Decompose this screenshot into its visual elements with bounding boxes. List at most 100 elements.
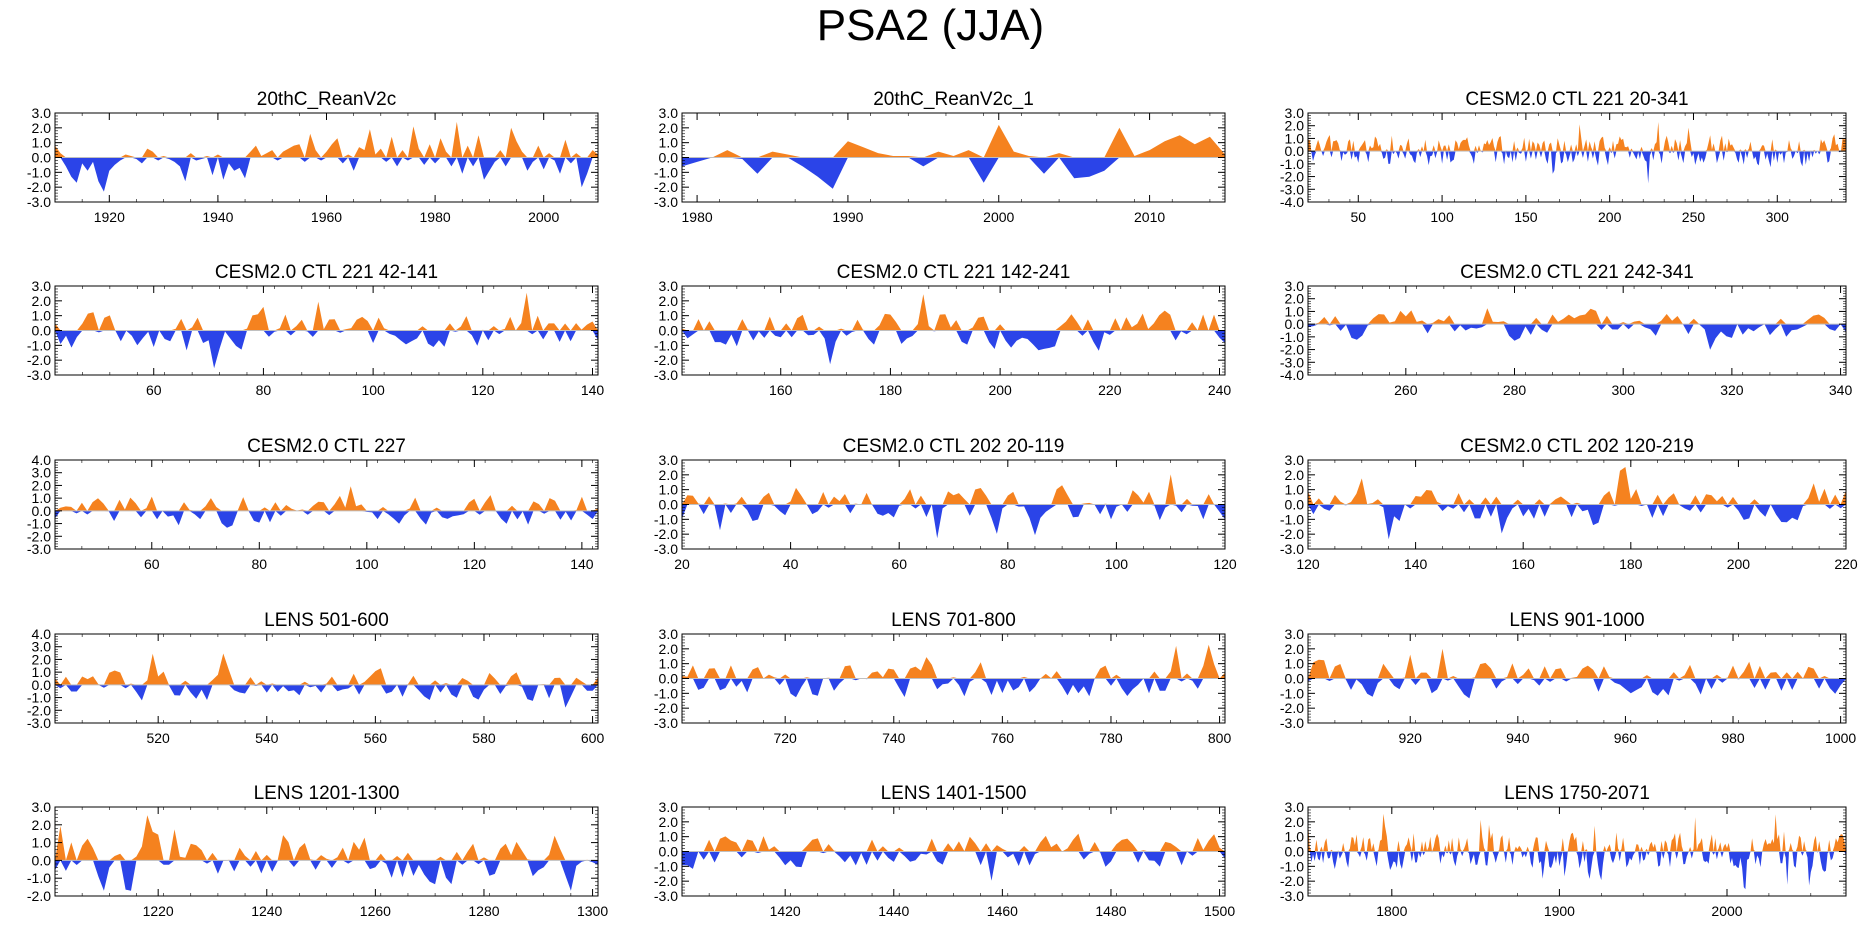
x-tick-label: 180 [879, 382, 903, 398]
negative-area [55, 330, 598, 369]
x-tick-label: 140 [570, 556, 594, 572]
y-tick-label: -2.0 [27, 352, 51, 368]
series-fill [55, 486, 598, 528]
y-tick-label: 2.0 [1285, 118, 1305, 134]
x-tick-label: 240 [1208, 382, 1232, 398]
y-tick-label: 1.0 [659, 482, 679, 498]
panel-10: LENS 501-600 -3.0-2.0-1.00.01.02.03.04.0 5… [27, 610, 605, 746]
x-tick-label: 80 [252, 556, 268, 572]
panel-11: LENS 701-800 -3.0-2.0-1.00.01.02.03.0 720 7… [654, 610, 1232, 746]
series-fill [1308, 813, 1846, 890]
y-tick-label: -1.0 [1280, 156, 1304, 172]
series-fill [682, 124, 1225, 189]
y-tick-label: 3.0 [32, 799, 52, 815]
y-tick-label: 2.0 [659, 467, 679, 483]
positive-area [1308, 648, 1846, 679]
x-tick-label: 1980 [682, 209, 713, 225]
y-tick-label: 2.0 [32, 477, 52, 493]
y-tick-label: -3.0 [27, 367, 51, 383]
y-tick-label: 1.0 [1285, 829, 1305, 845]
x-tick-label: 600 [581, 730, 605, 746]
x-tick-label: 1980 [420, 209, 451, 225]
series-fill [55, 121, 598, 192]
y-tick-label: 1.0 [659, 656, 679, 672]
x-tick-label: 1420 [770, 903, 801, 919]
y-tick-label: 3.0 [659, 105, 679, 121]
x-tick-label: 200 [1727, 556, 1751, 572]
y-tick-label: -2.0 [27, 702, 51, 718]
x-tick-label: 20 [674, 556, 690, 572]
x-tick-label: 320 [1720, 382, 1744, 398]
y-tick-label: 3.0 [1285, 452, 1305, 468]
y-tick-label: -3.0 [654, 194, 678, 210]
y-tick-label: -2.0 [1280, 169, 1304, 185]
y-tick-label: 2.0 [659, 293, 679, 309]
x-tick-label: 200 [1598, 209, 1622, 225]
negative-area [1308, 504, 1846, 540]
x-tick-label: 1960 [311, 209, 342, 225]
y-tick-label: 2.0 [1285, 814, 1305, 830]
x-tick-label: 300 [1766, 209, 1790, 225]
panel-title: LENS 1750-2071 [1504, 783, 1650, 804]
y-tick-label: 2.0 [659, 120, 679, 136]
y-tick-label: 2.0 [659, 814, 679, 830]
positive-area [55, 292, 598, 331]
x-tick-label: 540 [255, 730, 279, 746]
x-tick-label: 1940 [202, 209, 233, 225]
y-tick-label: 3.0 [1285, 799, 1305, 815]
x-tick-label: 100 [361, 382, 385, 398]
panel-15: LENS 1750-2071 -3.0-2.0-1.00.01.02.03.0 18… [1280, 783, 1847, 919]
x-tick-label: 940 [1506, 730, 1530, 746]
panel-8: CESM2.0 CTL 202 20-119 -3.0-2.0-1.00.01.0… [654, 436, 1237, 572]
y-tick-label: 0.0 [1285, 497, 1305, 513]
negative-area [1308, 324, 1846, 350]
y-tick-label: 3.0 [1285, 626, 1305, 642]
panel-title: LENS 501-600 [264, 610, 389, 631]
y-tick-label: -2.0 [1280, 526, 1304, 542]
positive-area [1308, 467, 1846, 505]
y-tick-label: 1.0 [1285, 130, 1305, 146]
y-tick-label: -2.0 [1280, 342, 1304, 358]
y-tick-label: -1.0 [27, 870, 51, 886]
panel-14: LENS 1401-1500 -3.0-2.0-1.00.01.02.03.0 14… [654, 783, 1235, 919]
x-tick-label: 160 [1512, 556, 1536, 572]
y-tick-label: -2.0 [654, 873, 678, 889]
y-tick-label: -1.0 [27, 690, 51, 706]
x-tick-label: 100 [1430, 209, 1454, 225]
y-tick-label: 0.0 [659, 323, 679, 339]
y-tick-label: 4.0 [32, 626, 52, 642]
y-tick-label: -2.0 [654, 700, 678, 716]
negative-area [682, 157, 1225, 189]
y-tick-label: -3.0 [654, 888, 678, 904]
y-tick-label: 0.0 [32, 503, 52, 519]
series-fill [1308, 648, 1846, 699]
x-tick-label: 1300 [577, 903, 608, 919]
y-tick-label: -2.0 [654, 352, 678, 368]
y-tick-label: -2.0 [27, 179, 51, 195]
negative-area [1308, 851, 1846, 890]
y-tick-label: -1.0 [1280, 511, 1304, 527]
panel-4: CESM2.0 CTL 221 42-141 -3.0-2.0-1.00.01.0… [27, 262, 605, 398]
x-tick-label: 1260 [360, 903, 391, 919]
x-tick-label: 2000 [983, 209, 1014, 225]
panel-13: LENS 1201-1300 -2.0 -1.0 0.01.0 2.0 3.0 1220 12… [27, 783, 608, 919]
panel-title: LENS 901-1000 [1509, 610, 1644, 631]
y-tick-label: 0.0 [659, 844, 679, 860]
x-tick-label: 960 [1614, 730, 1638, 746]
y-tick-label: 2.0 [1285, 467, 1305, 483]
x-tick-label: 220 [1098, 382, 1122, 398]
x-tick-label: 120 [471, 382, 495, 398]
y-tick-label: -1.0 [1280, 858, 1304, 874]
x-tick-label: 120 [1213, 556, 1237, 572]
y-tick-label: -3.0 [27, 194, 51, 210]
panel-9: CESM2.0 CTL 202 120-219 -3.0-2.0-1.00.01.… [1280, 436, 1858, 572]
y-tick-label: 1.0 [32, 490, 52, 506]
series-fill [682, 474, 1225, 539]
y-tick-label: 4.0 [32, 452, 52, 468]
y-tick-label: 0.0 [1285, 671, 1305, 687]
x-tick-label: 50 [1350, 209, 1366, 225]
y-tick-label: -1.0 [27, 164, 51, 180]
negative-area [682, 678, 1225, 698]
negative-area [55, 684, 598, 708]
